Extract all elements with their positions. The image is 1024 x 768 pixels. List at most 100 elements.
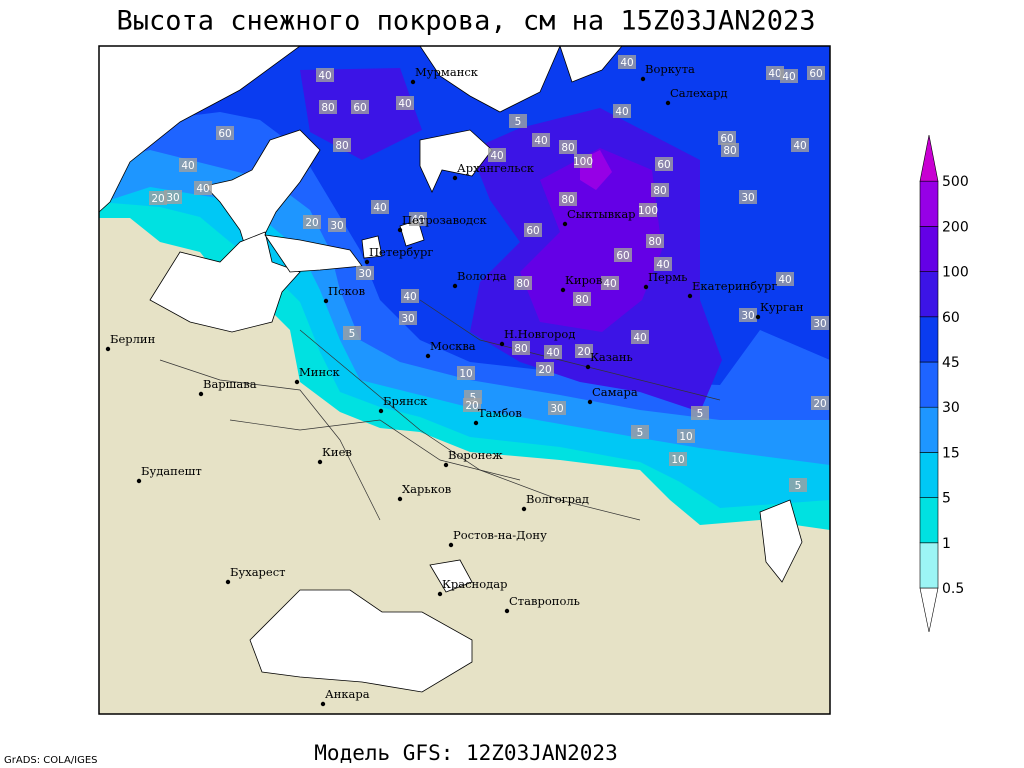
contour-label-text: 40 [656, 259, 669, 271]
city-dot [443, 462, 449, 468]
water [559, 46, 623, 83]
colorbar-label: 100 [942, 265, 969, 281]
city-dot [687, 293, 693, 299]
contour-label-text: 80 [514, 343, 527, 355]
contour-label: 30 [356, 266, 374, 280]
contour-label-text: 30 [741, 192, 754, 204]
contour-label-text: 30 [330, 220, 343, 232]
contour-label-text: 20 [151, 193, 164, 205]
colorbar-band [919, 542, 939, 589]
colorbar-label: 45 [942, 355, 960, 371]
contour-label: 40 [618, 55, 636, 69]
contour-label-bg [646, 234, 664, 248]
border [159, 359, 381, 521]
contour-label-text: 20 [305, 217, 318, 229]
contour-label-bg [721, 143, 739, 157]
city-dot [437, 591, 443, 597]
contour-label: 80 [646, 234, 664, 248]
colorbar-band [919, 271, 939, 318]
city-dot [560, 287, 566, 293]
city-dot [397, 227, 403, 233]
contour-label-text: 30 [401, 313, 414, 325]
contour-label: 40 [544, 345, 562, 359]
contour-label-bg [536, 362, 554, 376]
contour-label-bg [807, 66, 825, 80]
contour-label: 20 [303, 215, 321, 229]
contour-label-text: 60 [720, 133, 733, 145]
map-frame [98, 45, 831, 715]
border [229, 419, 521, 481]
contour-label-text: 80 [561, 142, 574, 154]
contour-label-bg [401, 289, 419, 303]
contour-label-bg [194, 181, 212, 195]
city-dot [317, 459, 323, 465]
contour-label-bg [614, 248, 632, 262]
colorbar-label: 5 [942, 491, 951, 507]
water [419, 129, 493, 193]
city-label: Берлин [110, 332, 156, 346]
contour-label-bg [351, 100, 369, 114]
city-label: Казань [590, 350, 633, 364]
contour-label-bg [655, 157, 673, 171]
city-label: Екатеринбург [692, 279, 777, 293]
contour-label-text: 80 [321, 102, 334, 114]
contour-label: 40 [371, 200, 389, 214]
contour-label-bg [618, 55, 636, 69]
contour-label: 40 [401, 289, 419, 303]
city-label: Харьков [402, 482, 451, 496]
contour-label-bg [356, 266, 374, 280]
colorbar-band [919, 226, 939, 272]
contour-label-bg [718, 131, 736, 145]
contour-label: 40 [776, 272, 794, 286]
contour-label-bg [316, 68, 334, 82]
city-label: Будапешт [141, 464, 202, 478]
contour-label-bg [789, 478, 807, 492]
contour-label: 30 [811, 316, 829, 330]
contour-label: 10 [669, 452, 687, 466]
colorbar-label: 60 [942, 310, 960, 326]
city-dot [452, 175, 458, 181]
contour-label-text: 30 [166, 192, 179, 204]
contour-label-text: 80 [561, 194, 574, 206]
city-label: Петрозаводск [402, 213, 488, 227]
city-dot [320, 701, 326, 707]
contour-label-text: 40 [793, 140, 806, 152]
contour-label: 80 [573, 292, 591, 306]
contour-label-text: 20 [538, 364, 551, 376]
city-label: Минск [299, 365, 341, 379]
contour-label-bg [371, 200, 389, 214]
contour-label-bg [780, 69, 798, 83]
city-dot [587, 399, 593, 405]
contour-label-bg [677, 429, 695, 443]
city-dot [225, 579, 231, 585]
contour-label-bg [776, 272, 794, 286]
contour-label-text: 30 [741, 310, 754, 322]
contour-label: 20 [575, 344, 593, 358]
contour-label-text: 40 [603, 278, 616, 290]
city-label: Салехард [670, 86, 728, 100]
contour-label-text: 40 [782, 71, 795, 83]
city-dot [410, 79, 416, 85]
contour-label: 10 [457, 366, 475, 380]
contour-label: 80 [559, 192, 577, 206]
contour-label-text: 40 [398, 98, 411, 110]
contour-label-text: 20 [465, 400, 478, 412]
city-label: Анкара [325, 687, 370, 701]
water [149, 231, 301, 333]
contour-label-text: 40 [633, 332, 646, 344]
city-dot [473, 420, 479, 426]
city-label: Мурманск [415, 65, 479, 79]
colorbar-label: 200 [942, 219, 969, 235]
colorbar-label: 15 [942, 445, 960, 461]
colorbar-label: 1 [942, 536, 951, 552]
contour-label-bg [544, 345, 562, 359]
contour-label-text: 60 [526, 225, 539, 237]
colorbar-under [919, 587, 939, 633]
contour-label-bg [149, 191, 167, 205]
contour-label-bg [651, 183, 669, 197]
contour-label-bg [524, 223, 542, 237]
city-dot [448, 542, 454, 548]
snow-area [520, 148, 662, 332]
contour-label-text: 5 [795, 480, 802, 492]
contour-label-bg [457, 366, 475, 380]
